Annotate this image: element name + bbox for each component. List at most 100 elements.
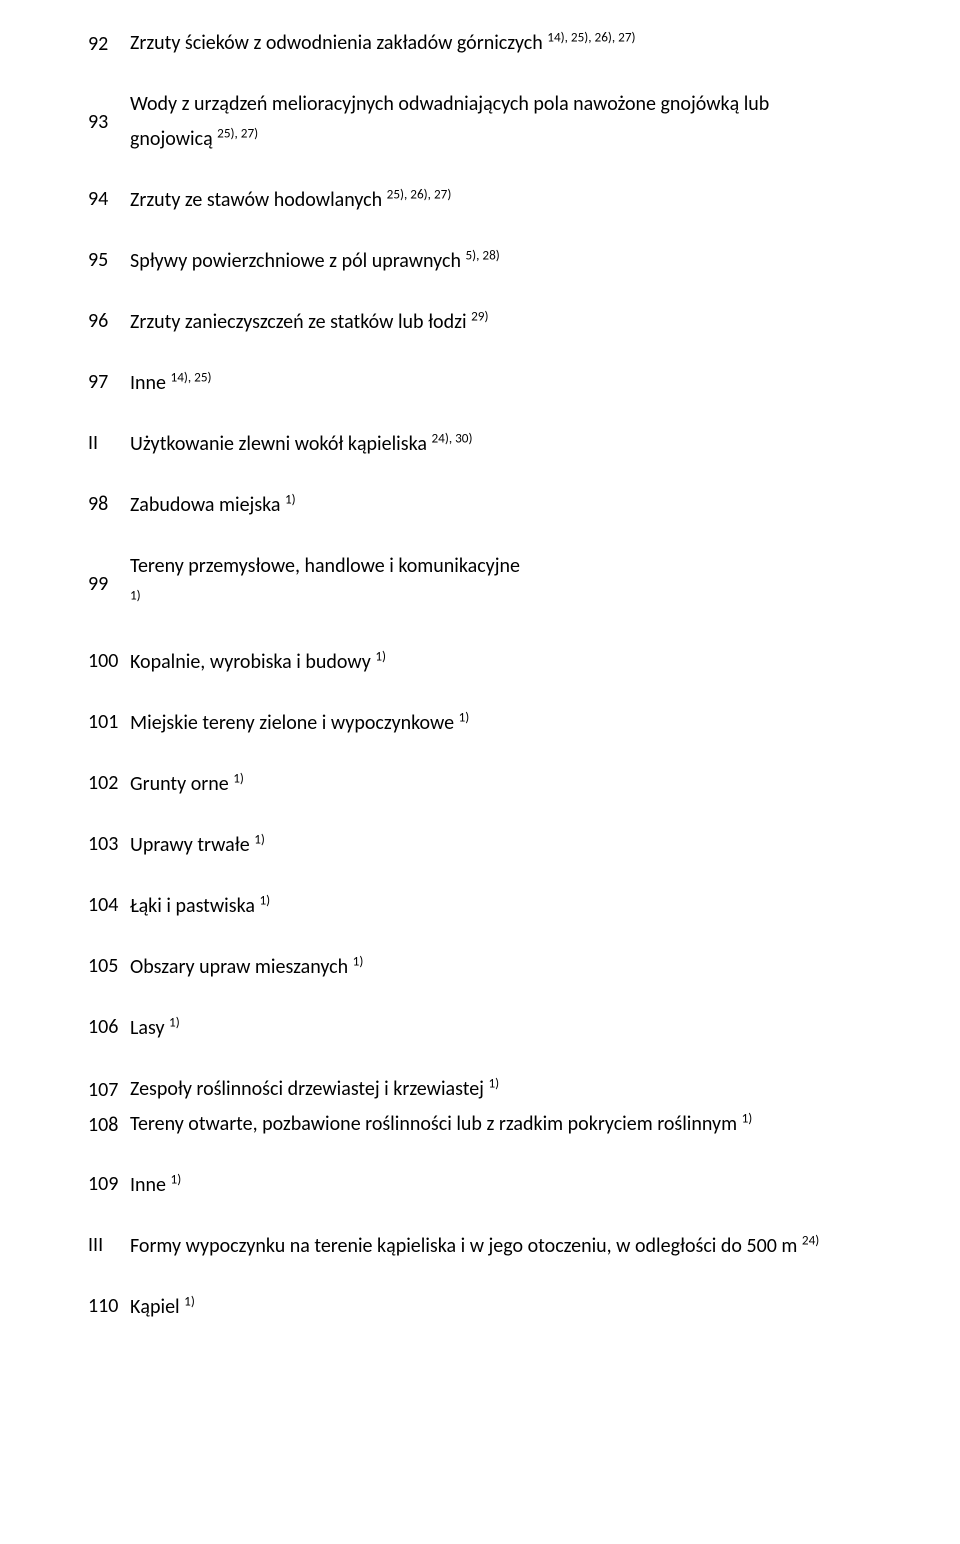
footnote-ref: 1) [459, 708, 470, 725]
list-row: 104Łąki i pastwiska 1) [88, 889, 872, 924]
footnote-ref: 1) [169, 1013, 180, 1030]
item-text: Zrzuty ze stawów hodowlanych 25), 26), 2… [130, 183, 451, 218]
item-text: Spływy powierzchniowe z pól uprawnych 5)… [130, 244, 500, 279]
footnote-ref: 24) [802, 1231, 819, 1248]
item-number: 96 [88, 305, 130, 337]
footnote-ref: 1) [285, 490, 296, 507]
footnote-ref: 25), 26), 27) [387, 185, 452, 202]
footnote-ref: 1) [233, 769, 244, 786]
item-text-content: Zabudowa miejska [130, 493, 285, 517]
item-text-content: Obszary upraw mieszanych [130, 955, 353, 979]
item-text-content: Użytkowanie zlewni wokół kąpieliska [130, 432, 431, 456]
footnote-ref: 1) [742, 1109, 753, 1126]
list-row: 101Miejskie tereny zielone i wypoczynkow… [88, 706, 872, 741]
list-row: 108Tereny otwarte, pozbawione roślinnośc… [88, 1107, 872, 1142]
footnote-ref: 14), 25), 26), 27) [547, 28, 635, 45]
item-number: 102 [88, 767, 130, 799]
item-number: 103 [88, 828, 130, 860]
list-row: 107Zespoły roślinności drzewiastej i krz… [88, 1072, 872, 1107]
item-number: 99 [88, 568, 130, 600]
item-text-content: Spływy powierzchniowe z pól uprawnych [130, 249, 465, 273]
item-text-content: Zespoły roślinności drzewiastej i krzewi… [130, 1077, 488, 1101]
item-number: 92 [88, 28, 130, 60]
footnote-ref: 24), 30) [431, 429, 472, 446]
list-row: 99Tereny przemysłowe, handlowe i komunik… [88, 549, 872, 619]
list-row: 106Lasy 1) [88, 1011, 872, 1046]
item-text-content: Kopalnie, wyrobiska i budowy [130, 650, 375, 674]
item-text: Formy wypoczynku na terenie kąpieliska i… [130, 1229, 819, 1264]
footnote-ref: 1) [130, 586, 141, 603]
item-text-content: Łąki i pastwiska [130, 894, 259, 918]
item-number: 98 [88, 488, 130, 520]
item-text: Obszary upraw mieszanych 1) [130, 950, 363, 985]
list-row: 102Grunty orne 1) [88, 767, 872, 802]
item-number: 106 [88, 1011, 130, 1043]
item-text-content: Zrzuty zanieczyszczeń ze statków lub łod… [130, 310, 471, 334]
item-number: 94 [88, 183, 130, 215]
item-text-content: Formy wypoczynku na terenie kąpieliska i… [130, 1234, 802, 1258]
item-text-content: Uprawy trwałe [130, 833, 254, 857]
list-row: 93Wody z urządzeń melioracyjnych odwadni… [88, 87, 872, 157]
item-text: Kopalnie, wyrobiska i budowy 1) [130, 645, 386, 680]
list-row: 105Obszary upraw mieszanych 1) [88, 950, 872, 985]
item-number: 101 [88, 706, 130, 738]
list-row: 97Inne 14), 25) [88, 366, 872, 401]
footnote-ref: 1) [259, 891, 270, 908]
list-row: 96Zrzuty zanieczyszczeń ze statków lub ł… [88, 305, 872, 340]
item-text-content: Zrzuty ze stawów hodowlanych [130, 188, 387, 212]
footnote-ref: 1) [171, 1170, 182, 1187]
item-text: Wody z urządzeń melioracyjnych odwadniaj… [130, 87, 830, 157]
item-text: Tereny przemysłowe, handlowe i komunikac… [130, 549, 520, 619]
item-number: 97 [88, 366, 130, 398]
list-row: 92Zrzuty ścieków z odwodnienia zakładów … [88, 26, 872, 61]
item-number: 104 [88, 889, 130, 921]
list-row: 98Zabudowa miejska 1) [88, 488, 872, 523]
footnote-ref: 29) [471, 307, 488, 324]
item-number: 110 [88, 1290, 130, 1322]
section-number: III [88, 1229, 130, 1261]
item-text-content: Tereny przemysłowe, handlowe i komunikac… [130, 554, 520, 578]
item-text: Zabudowa miejska 1) [130, 488, 296, 523]
item-text-content: Lasy [130, 1016, 169, 1040]
list-row: 100Kopalnie, wyrobiska i budowy 1) [88, 645, 872, 680]
item-text: Grunty orne 1) [130, 767, 244, 802]
item-text: Użytkowanie zlewni wokół kąpieliska 24),… [130, 427, 472, 462]
footnote-ref: 1) [375, 647, 386, 664]
item-text: Kąpiel 1) [130, 1290, 195, 1325]
item-text: Inne 1) [130, 1168, 181, 1203]
footnote-ref: 1) [184, 1292, 195, 1309]
item-number: 109 [88, 1168, 130, 1200]
item-number: 108 [88, 1109, 130, 1141]
footnote-ref: 1) [488, 1074, 499, 1091]
item-text: Łąki i pastwiska 1) [130, 889, 270, 924]
item-text-content: Kąpiel [130, 1295, 184, 1319]
document-list: 92Zrzuty ścieków z odwodnienia zakładów … [88, 26, 872, 1325]
item-text-content: Inne [130, 371, 171, 395]
item-text-content: Miejskie tereny zielone i wypoczynkowe [130, 711, 459, 735]
item-text: Lasy 1) [130, 1011, 180, 1046]
item-text-content: Zrzuty ścieków z odwodnienia zakładów gó… [130, 31, 547, 55]
list-row: 109Inne 1) [88, 1168, 872, 1203]
item-text: Uprawy trwałe 1) [130, 828, 265, 863]
item-text: Tereny otwarte, pozbawione roślinności l… [130, 1107, 752, 1142]
footnote-ref: 25), 27) [217, 124, 258, 141]
item-text: Miejskie tereny zielone i wypoczynkowe 1… [130, 706, 469, 741]
item-text-content: Wody z urządzeń melioracyjnych odwadniaj… [130, 92, 769, 151]
item-number: 95 [88, 244, 130, 276]
item-number: 105 [88, 950, 130, 982]
list-row: IIIFormy wypoczynku na terenie kąpielisk… [88, 1229, 872, 1264]
item-text-content: Inne [130, 1173, 171, 1197]
list-row: 95Spływy powierzchniowe z pól uprawnych … [88, 244, 872, 279]
list-row: 110Kąpiel 1) [88, 1290, 872, 1325]
footnote-ref: 5), 28) [465, 246, 499, 263]
footnote-ref: 1) [353, 952, 364, 969]
item-text-content: Tereny otwarte, pozbawione roślinności l… [130, 1112, 742, 1136]
footnote-ref: 14), 25) [171, 368, 212, 385]
item-text: Zrzuty ścieków z odwodnienia zakładów gó… [130, 26, 636, 61]
list-row: 94Zrzuty ze stawów hodowlanych 25), 26),… [88, 183, 872, 218]
item-text: Zrzuty zanieczyszczeń ze statków lub łod… [130, 305, 488, 340]
item-number: 100 [88, 645, 130, 677]
footnote-ref: 1) [254, 830, 265, 847]
list-row: IIUżytkowanie zlewni wokół kąpieliska 24… [88, 427, 872, 462]
section-number: II [88, 427, 130, 459]
